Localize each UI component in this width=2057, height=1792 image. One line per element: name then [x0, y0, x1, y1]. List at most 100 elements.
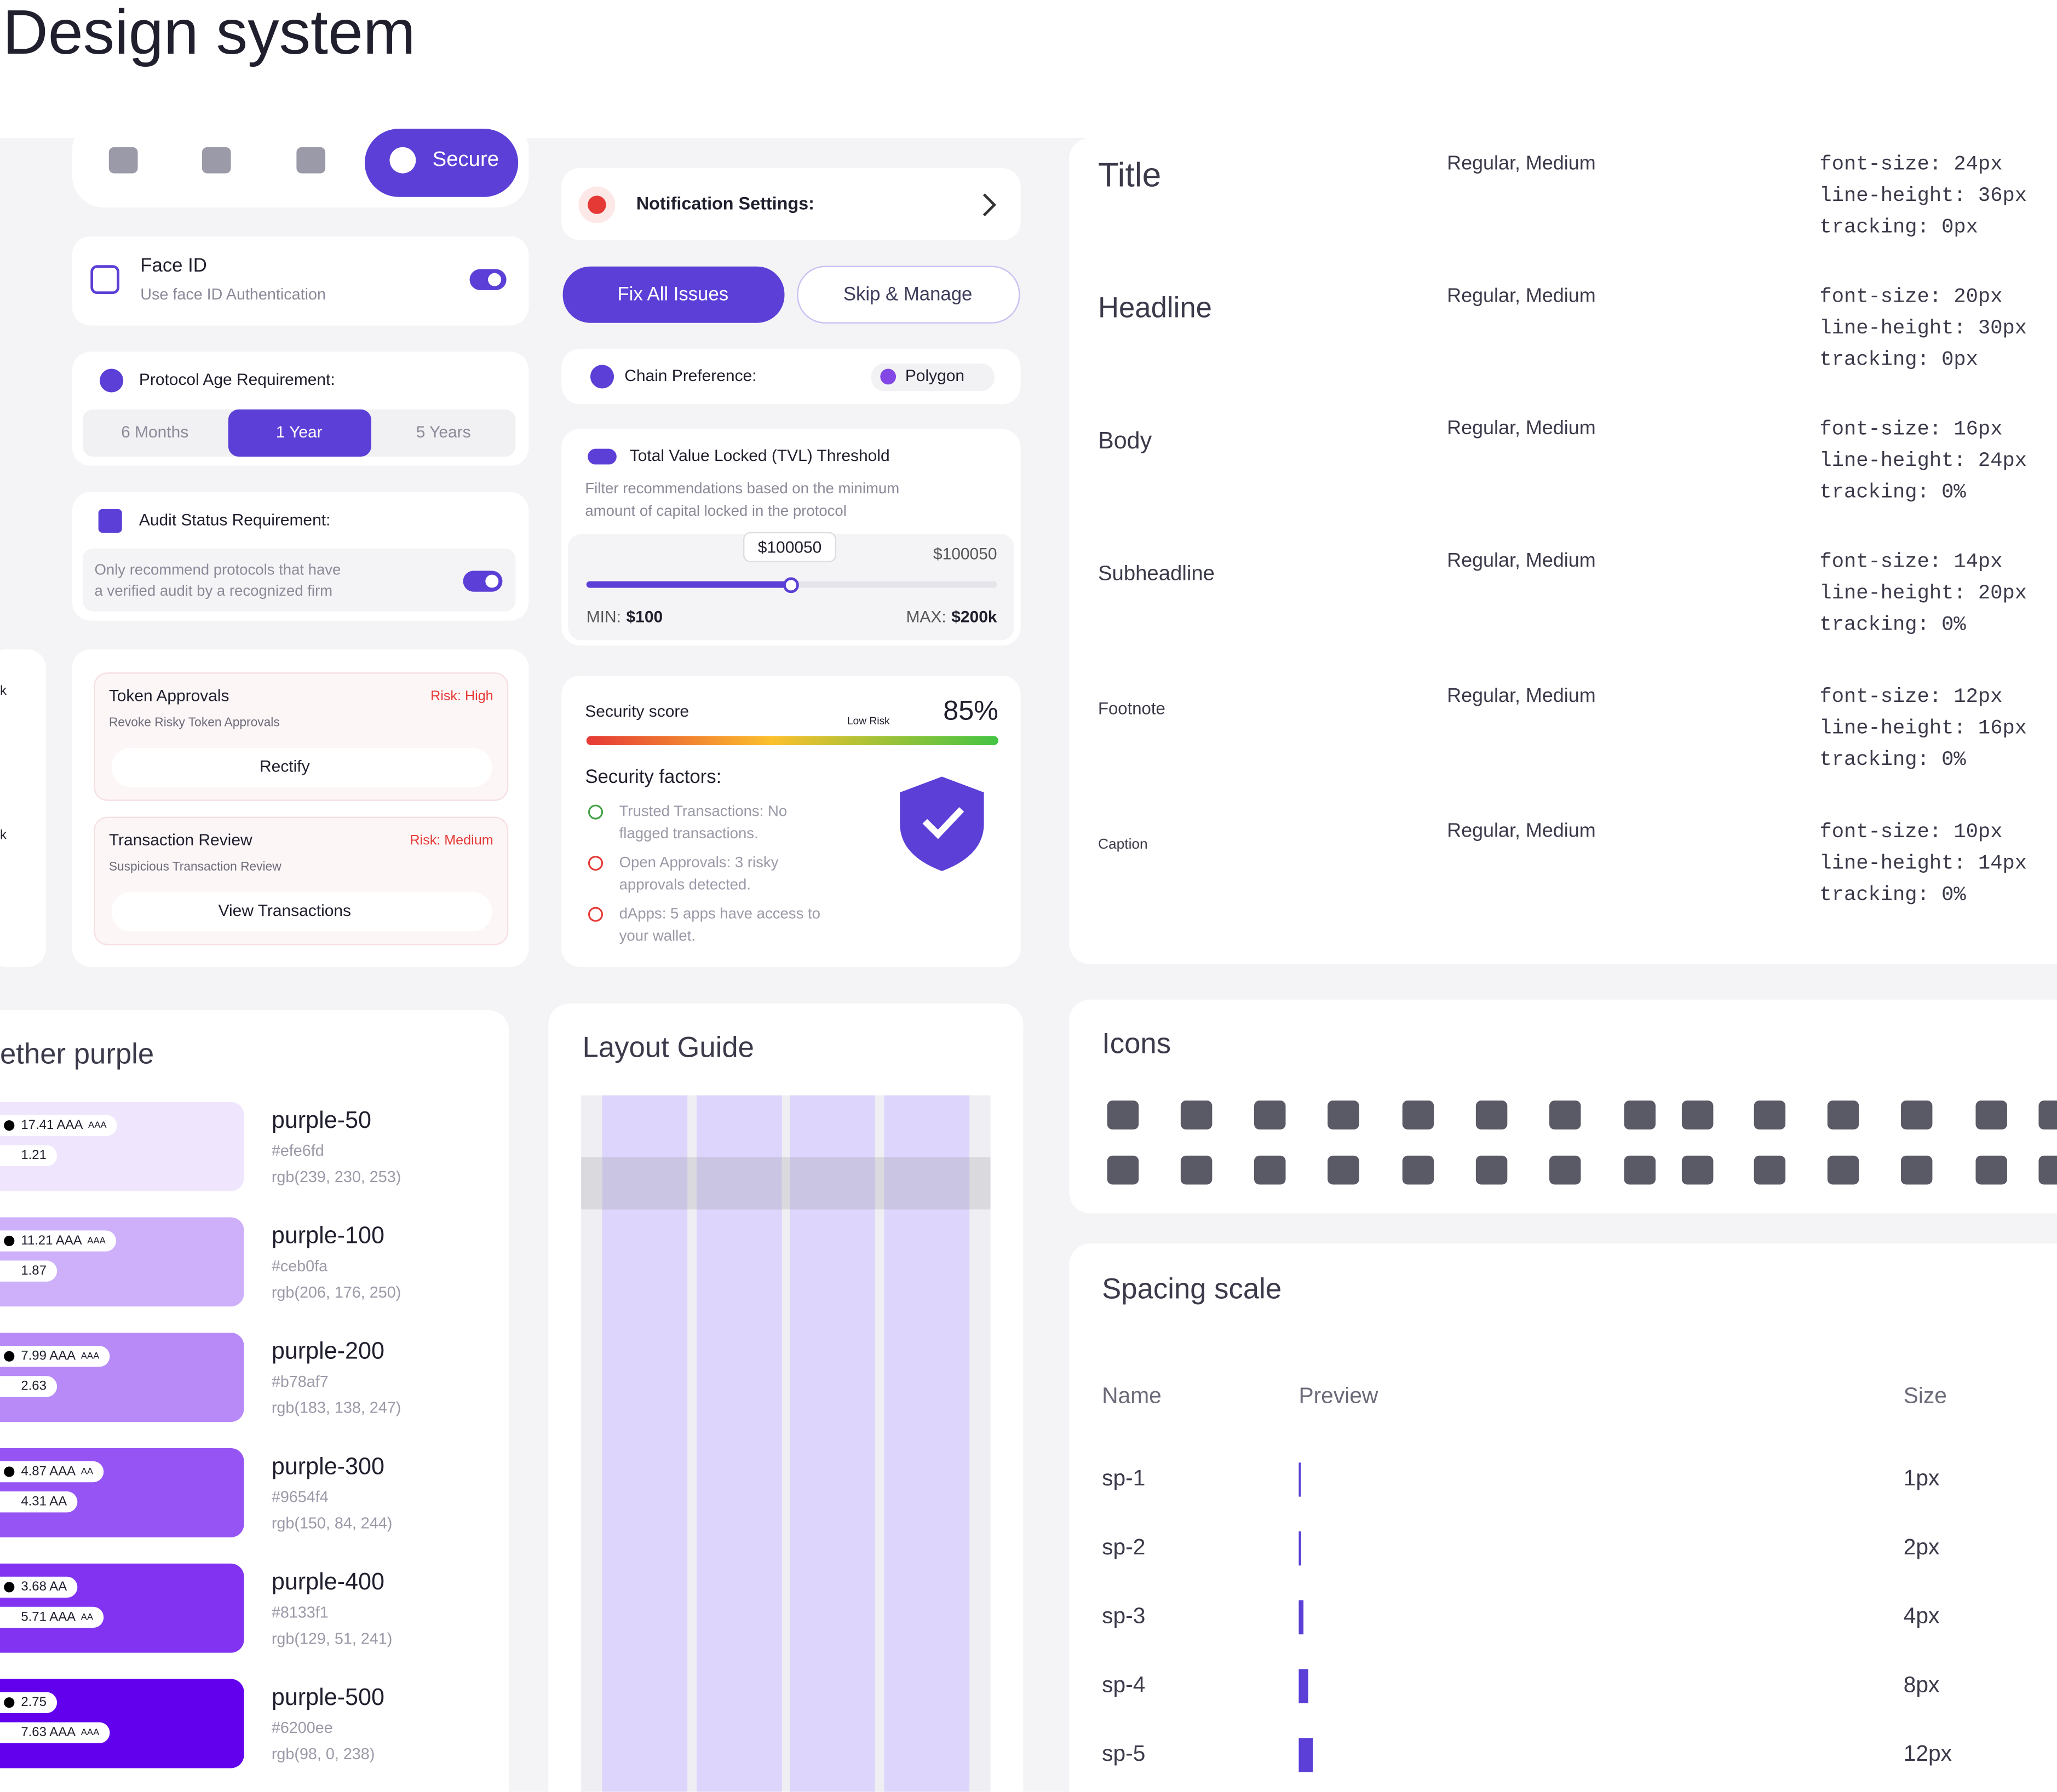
badge-dot: [4, 1120, 15, 1131]
nav-secure-pill[interactable]: [364, 129, 519, 197]
type-spec: tracking: 0%: [1819, 481, 1966, 504]
type-weights: Regular, Medium: [1447, 549, 1596, 571]
tvl-description: amount of capital locked in the protocol: [585, 502, 847, 519]
segment-option[interactable]: 5 Years: [416, 423, 471, 441]
partial-card: [0, 649, 46, 967]
swatch-name: purple-100: [272, 1223, 384, 1249]
swatch-rgb: rgb(98, 0, 238): [272, 1745, 375, 1763]
badge-bg: [0, 1491, 78, 1513]
contrast-badge-tag: AAA: [81, 1727, 100, 1737]
contrast-badge-tag: AA: [81, 1466, 94, 1477]
type-spec: font-size: 12px: [1819, 685, 2002, 708]
type-spec: font-size: 24px: [1819, 153, 2002, 176]
icon-glyph: [1328, 1155, 1359, 1185]
swatch-rgb: rgb(150, 84, 244): [272, 1514, 392, 1532]
type-style-name: Title: [1098, 156, 1161, 194]
icon-glyph: [1975, 1155, 2007, 1185]
swatch-name: purple-200: [272, 1338, 384, 1364]
factor-icon: [588, 907, 604, 922]
nav-icon[interactable]: [108, 147, 138, 174]
factor-text: Trusted Transactions: No: [619, 802, 788, 819]
spacing-preview-bar: [1298, 1462, 1301, 1497]
swatch: [0, 1679, 244, 1768]
icon-glyph: [2038, 1100, 2057, 1130]
secondary-button[interactable]: [797, 266, 1020, 324]
swatch-hex: #b78af7: [272, 1373, 329, 1391]
icon-glyph: [1975, 1100, 2007, 1130]
spacing-card: [1069, 1243, 2057, 1792]
risk-action-label[interactable]: Rectify: [260, 758, 310, 776]
spacing-preview-bar: [1298, 1669, 1308, 1703]
chain-value[interactable]: Polygon: [905, 367, 964, 385]
icon-glyph: [1754, 1155, 1786, 1185]
spacing-preview-bar: [1298, 1531, 1301, 1566]
primary-button-label[interactable]: Fix All Issues: [618, 284, 729, 305]
chain-pill[interactable]: [871, 363, 995, 391]
layout-column: [696, 1095, 782, 1792]
type-spec: line-height: 20px: [1819, 582, 2027, 605]
type-spec: tracking: 0%: [1819, 613, 1966, 636]
swatch-name: purple-500: [272, 1684, 384, 1710]
factor-text: approvals detected.: [619, 876, 751, 893]
tvl-description: Filter recommendations based on the mini…: [585, 480, 899, 497]
slider-knob: [783, 577, 799, 594]
badge-bg: [0, 1115, 117, 1136]
spacing-title: Spacing scale: [1102, 1272, 1282, 1305]
risk-action-button[interactable]: [111, 747, 492, 787]
typography-card: [1069, 137, 2057, 965]
face-id-card: [72, 236, 529, 326]
toggle-knob: [485, 574, 499, 588]
audit-icon: [98, 509, 122, 533]
type-spec: font-size: 16px: [1819, 418, 2002, 441]
nav-icon[interactable]: [202, 147, 231, 174]
type-spec: line-height: 24px: [1819, 450, 2027, 473]
contrast-badge: 1.21: [21, 1148, 47, 1162]
audit-box: [82, 548, 516, 612]
risk-subtitle: Revoke Risky Token Approvals: [109, 715, 280, 729]
icon-glyph: [1180, 1155, 1213, 1185]
swatch-name: purple-300: [272, 1453, 384, 1479]
type-weights: Regular, Medium: [1447, 416, 1596, 439]
secondary-button-label[interactable]: Skip & Manage: [843, 284, 972, 305]
swatch-rgb: rgb(129, 51, 241): [272, 1630, 392, 1647]
contrast-badge: 7.63 AAA: [21, 1725, 76, 1739]
type-spec: font-size: 14px: [1819, 550, 2002, 573]
shield-check: [922, 807, 964, 839]
nav-icon[interactable]: [296, 147, 326, 174]
audit-text: a verified audit by a recognized firm: [94, 582, 332, 599]
type-weights: Regular, Medium: [1447, 151, 1596, 174]
swatch-hex: #9654f4: [272, 1489, 329, 1506]
icon-glyph: [1549, 1100, 1581, 1130]
risk-action-button[interactable]: [111, 892, 492, 932]
badge-bg: [0, 1606, 104, 1628]
spacing-name: sp-1: [1102, 1465, 1145, 1490]
type-weights: Regular, Medium: [1447, 819, 1596, 842]
notification-card[interactable]: [561, 168, 1021, 240]
security-card: [561, 676, 1021, 967]
spacing-size: 8px: [1904, 1672, 1940, 1697]
swatch-rgb: rgb(206, 176, 250): [272, 1284, 401, 1301]
segment-selected[interactable]: [228, 409, 371, 457]
icon-glyph: [1827, 1100, 1859, 1130]
primary-button[interactable]: [562, 266, 785, 323]
badge-bg: [0, 1230, 116, 1252]
tvl-bubble: [743, 532, 837, 562]
spacing-size: 12px: [1904, 1741, 1952, 1766]
type-spec: line-height: 30px: [1819, 317, 2027, 340]
spacing-name: sp-3: [1102, 1603, 1145, 1628]
segment-option[interactable]: 6 Months: [121, 423, 188, 441]
segment-option[interactable]: 1 Year: [276, 423, 323, 441]
shield-graphic: [900, 776, 984, 871]
badge-bg: [0, 1145, 58, 1166]
icon-glyph: [1180, 1100, 1213, 1130]
swatch-name: purple-400: [272, 1569, 384, 1595]
audit-label: Audit Status Requirement:: [139, 511, 330, 529]
swatch-hex: #efe6fd: [272, 1142, 324, 1160]
partial-label: k: [0, 828, 7, 843]
risk-action-label[interactable]: View Transactions: [219, 902, 351, 920]
factor-icon: [588, 804, 604, 820]
factor-text: dApps: 5 apps have access to: [619, 904, 820, 921]
contrast-badge: 7.99 AAA: [21, 1349, 76, 1363]
icon-glyph: [1549, 1155, 1581, 1185]
badge-bg: [0, 1346, 110, 1367]
